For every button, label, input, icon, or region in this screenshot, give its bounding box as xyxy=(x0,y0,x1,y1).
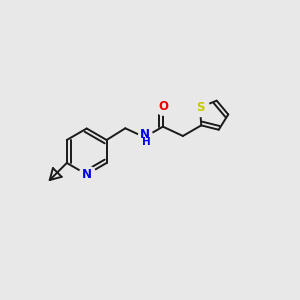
Text: N: N xyxy=(140,128,149,141)
Text: H: H xyxy=(142,137,150,147)
Text: O: O xyxy=(158,100,168,113)
Text: S: S xyxy=(196,101,204,114)
Text: N: N xyxy=(82,168,92,181)
